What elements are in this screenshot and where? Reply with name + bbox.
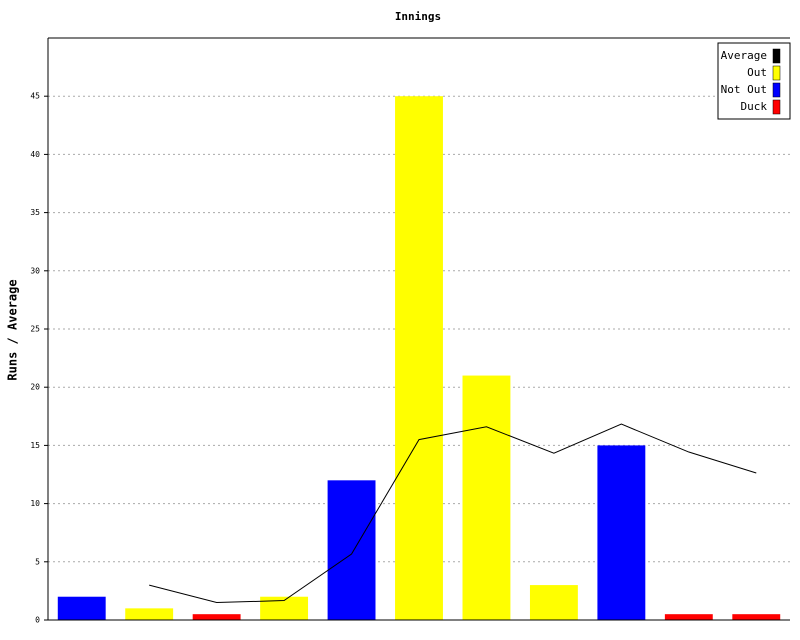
bar bbox=[664, 614, 713, 620]
y-tick-label: 35 bbox=[30, 208, 40, 217]
legend-swatch bbox=[772, 48, 781, 64]
bar bbox=[57, 596, 106, 620]
y-tick-label: 20 bbox=[30, 383, 40, 392]
bar bbox=[192, 614, 241, 620]
legend-label: Out bbox=[747, 66, 767, 79]
legend-swatch bbox=[772, 65, 781, 81]
bar bbox=[529, 585, 578, 620]
y-tick-label: 15 bbox=[30, 441, 40, 450]
y-tick-label: 40 bbox=[30, 150, 40, 159]
legend-label: Not Out bbox=[721, 83, 767, 96]
bar bbox=[395, 96, 443, 620]
y-tick-label: 0 bbox=[35, 616, 40, 625]
y-tick-label: 10 bbox=[30, 499, 40, 508]
bar bbox=[597, 445, 646, 620]
chart-title: Innings bbox=[395, 10, 441, 23]
average-line bbox=[149, 423, 757, 604]
bar bbox=[260, 596, 309, 620]
bar bbox=[462, 375, 511, 620]
y-tick-label: 5 bbox=[35, 557, 40, 566]
y-tick-label: 30 bbox=[30, 266, 40, 275]
y-axis-label: Runs / Average bbox=[6, 279, 20, 380]
legend-label: Duck bbox=[741, 100, 768, 113]
bar bbox=[125, 608, 174, 620]
y-tick-label: 25 bbox=[30, 325, 40, 334]
y-tick-label: 45 bbox=[30, 92, 40, 101]
legend-swatch bbox=[772, 99, 781, 115]
legend-swatch bbox=[772, 82, 781, 98]
legend-label: Average bbox=[721, 49, 767, 62]
bar bbox=[327, 480, 376, 620]
bar bbox=[732, 614, 781, 620]
